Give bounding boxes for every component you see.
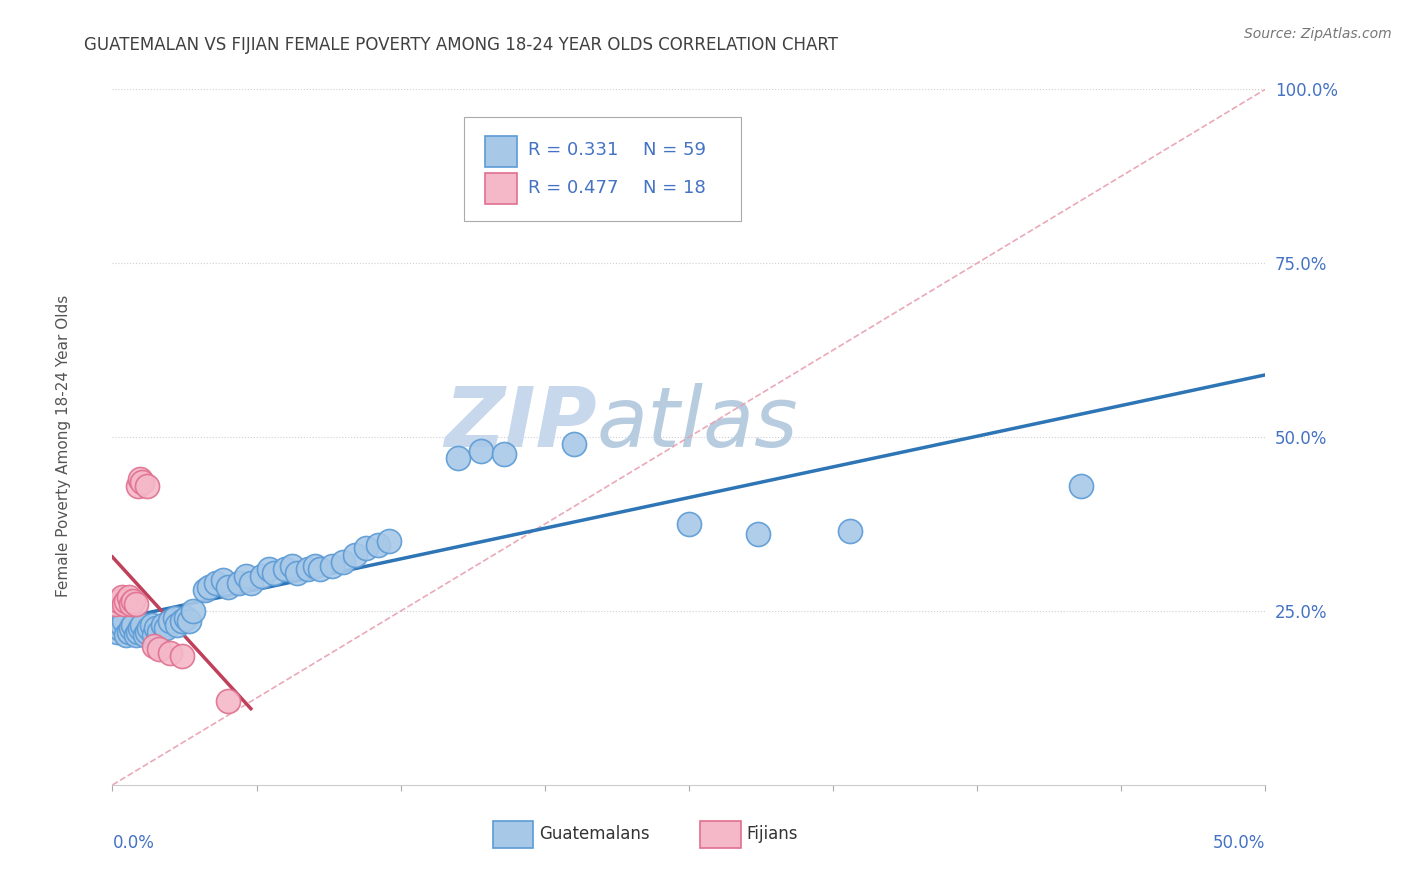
Text: 50.0%: 50.0% <box>1213 834 1265 852</box>
Text: Female Poverty Among 18-24 Year Olds: Female Poverty Among 18-24 Year Olds <box>56 295 70 597</box>
Point <box>108 593 131 607</box>
Point <box>177 615 200 629</box>
Point <box>304 558 326 573</box>
Point <box>367 538 389 552</box>
Point <box>354 541 377 556</box>
Point <box>127 624 149 639</box>
Point <box>263 566 285 580</box>
Point <box>309 562 332 576</box>
Point <box>198 580 221 594</box>
Point <box>159 615 181 629</box>
Point <box>1070 479 1092 493</box>
Point <box>343 549 366 563</box>
Point <box>152 618 174 632</box>
Point <box>115 593 138 607</box>
Point <box>124 628 146 642</box>
Point <box>115 628 138 642</box>
Point <box>136 624 159 639</box>
Point <box>332 555 354 569</box>
Point <box>127 479 149 493</box>
Point <box>470 444 492 458</box>
Point <box>122 618 145 632</box>
Point <box>166 618 188 632</box>
Point <box>143 628 166 642</box>
Point <box>163 611 186 625</box>
Text: R = 0.331: R = 0.331 <box>527 142 617 160</box>
Point <box>274 562 297 576</box>
Point <box>159 646 181 660</box>
Point <box>562 437 585 451</box>
Text: GUATEMALAN VS FIJIAN FEMALE POVERTY AMONG 18-24 YEAR OLDS CORRELATION CHART: GUATEMALAN VS FIJIAN FEMALE POVERTY AMON… <box>84 36 838 54</box>
Point <box>494 447 516 462</box>
Point <box>285 566 308 580</box>
Text: atlas: atlas <box>596 383 799 464</box>
Point <box>143 639 166 653</box>
Text: ZIP: ZIP <box>444 383 596 464</box>
Point <box>181 604 204 618</box>
Point <box>131 618 153 632</box>
Point <box>217 580 239 594</box>
Point <box>239 576 262 591</box>
Point <box>136 479 159 493</box>
Point <box>212 573 235 587</box>
Point <box>111 590 134 604</box>
Point <box>129 472 152 486</box>
Point <box>155 621 177 635</box>
Text: N = 18: N = 18 <box>643 179 706 197</box>
Point <box>217 694 239 708</box>
Text: Source: ZipAtlas.com: Source: ZipAtlas.com <box>1244 27 1392 41</box>
Point <box>194 583 217 598</box>
Point <box>174 611 197 625</box>
Point <box>104 597 127 611</box>
Point <box>205 576 228 591</box>
Point <box>678 516 700 531</box>
Text: R = 0.477: R = 0.477 <box>527 179 619 197</box>
Point <box>108 621 131 635</box>
Point <box>134 628 156 642</box>
Point <box>378 534 401 549</box>
Point <box>281 558 304 573</box>
Text: N = 59: N = 59 <box>643 142 706 160</box>
Point <box>129 621 152 635</box>
FancyBboxPatch shape <box>464 117 741 221</box>
Text: Fijians: Fijians <box>747 825 799 843</box>
Point <box>170 615 193 629</box>
Text: Guatemalans: Guatemalans <box>538 825 650 843</box>
Point <box>747 527 769 541</box>
Point <box>117 590 139 604</box>
FancyBboxPatch shape <box>700 822 741 847</box>
Point <box>112 615 135 629</box>
Point <box>321 558 343 573</box>
Point <box>124 597 146 611</box>
Point <box>111 618 134 632</box>
FancyBboxPatch shape <box>494 822 533 847</box>
Point <box>131 475 153 490</box>
Point <box>138 621 160 635</box>
Point <box>228 576 250 591</box>
Point <box>148 624 170 639</box>
Point <box>145 621 167 635</box>
Text: 0.0%: 0.0% <box>112 834 155 852</box>
Point <box>259 562 281 576</box>
FancyBboxPatch shape <box>485 136 517 167</box>
Point <box>170 649 193 664</box>
Point <box>112 597 135 611</box>
Point <box>839 524 862 538</box>
Point <box>117 624 139 639</box>
Point <box>297 562 319 576</box>
Point <box>141 618 163 632</box>
Point <box>122 593 145 607</box>
Point <box>120 621 142 635</box>
FancyBboxPatch shape <box>485 173 517 204</box>
Point <box>120 597 142 611</box>
Point <box>252 569 274 583</box>
Point <box>235 569 257 583</box>
Point <box>105 624 128 639</box>
Point <box>148 642 170 657</box>
Point <box>447 450 470 465</box>
